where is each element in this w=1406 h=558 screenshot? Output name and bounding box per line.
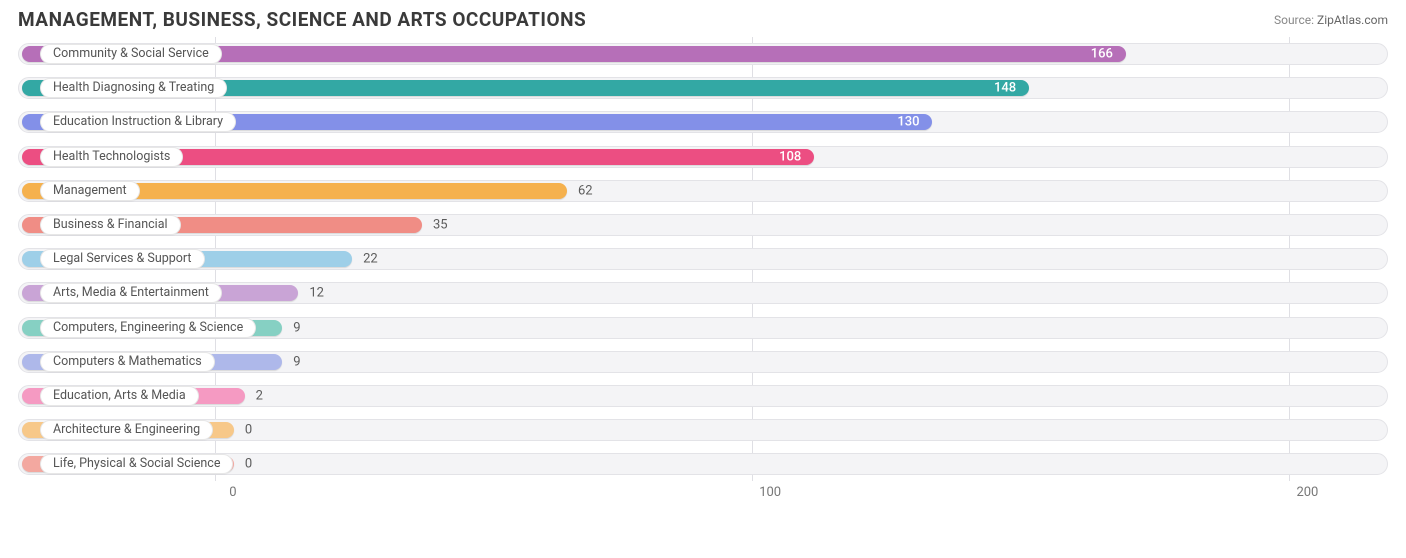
- category-label: Architecture & Engineering: [40, 420, 213, 440]
- category-label: Legal Services & Support: [40, 249, 205, 269]
- category-label: Computers, Engineering & Science: [40, 318, 256, 338]
- bar-track: [18, 43, 1388, 65]
- value-label: 2: [256, 388, 263, 403]
- value-label: 108: [779, 149, 801, 164]
- bar-track: [18, 282, 1388, 304]
- bar-row: Computers, Engineering & Science 9: [18, 311, 1388, 345]
- bar-track: [18, 419, 1388, 441]
- value-label: 0: [245, 457, 252, 472]
- bar-track: [18, 351, 1388, 373]
- bar-row: Arts, Media & Entertainment 12: [18, 276, 1388, 310]
- source-attribution: Source: ZipAtlas.com: [1274, 13, 1388, 27]
- bar-track: [18, 146, 1388, 168]
- bar-row: Management 62: [18, 174, 1388, 208]
- chart-plot-area: Community & Social Service 166 Health Diag…: [0, 37, 1406, 507]
- x-tick-label: 200: [1296, 485, 1318, 500]
- bar-row: Architecture & Engineering 0: [18, 413, 1388, 447]
- bars-container: Community & Social Service 166 Health Diag…: [18, 37, 1388, 481]
- source-label: Source:: [1274, 13, 1314, 27]
- x-axis: 0 100 200: [18, 481, 1388, 507]
- category-label: Community & Social Service: [40, 44, 222, 64]
- bar-row: Health Technologists 108: [18, 140, 1388, 174]
- category-label: Life, Physical & Social Science: [40, 454, 233, 474]
- bar-row: Education, Arts & Media 2: [18, 379, 1388, 413]
- chart-title: MANAGEMENT, BUSINESS, SCIENCE AND ARTS O…: [18, 8, 586, 31]
- bar-track: [18, 180, 1388, 202]
- bar-row: Computers & Mathematics 9: [18, 345, 1388, 379]
- source-name: ZipAtlas.com: [1317, 13, 1388, 27]
- bar-row: Education Instruction & Library 130: [18, 105, 1388, 139]
- bar-row: Legal Services & Support 22: [18, 242, 1388, 276]
- category-label: Computers & Mathematics: [40, 352, 215, 372]
- category-label: Education Instruction & Library: [40, 112, 236, 132]
- category-label: Arts, Media & Entertainment: [40, 283, 222, 303]
- x-tick-label: 100: [759, 485, 781, 500]
- category-label: Health Diagnosing & Treating: [40, 78, 227, 98]
- x-tick-label: 0: [229, 485, 236, 500]
- value-label: 148: [994, 81, 1016, 96]
- value-label: 12: [309, 286, 324, 301]
- category-label: Management: [40, 181, 140, 201]
- bar-row: Business & Financial 35: [18, 208, 1388, 242]
- value-label: 35: [433, 218, 448, 233]
- value-label: 9: [293, 320, 300, 335]
- value-label: 0: [245, 423, 252, 438]
- bar-track: [18, 248, 1388, 270]
- bar-row: Life, Physical & Social Science 0: [18, 447, 1388, 481]
- value-label: 22: [363, 252, 378, 267]
- chart-header: MANAGEMENT, BUSINESS, SCIENCE AND ARTS O…: [0, 0, 1406, 37]
- value-label: 9: [293, 354, 300, 369]
- category-label: Education, Arts & Media: [40, 386, 199, 406]
- bar-row: Community & Social Service 166: [18, 37, 1388, 71]
- value-label: 166: [1091, 47, 1113, 62]
- bar-track: [18, 385, 1388, 407]
- value-label: 130: [897, 115, 919, 130]
- value-label: 62: [578, 183, 593, 198]
- category-label: Business & Financial: [40, 215, 181, 235]
- category-label: Health Technologists: [40, 147, 183, 167]
- bar-track: [18, 214, 1388, 236]
- bar-row: Health Diagnosing & Treating 148: [18, 71, 1388, 105]
